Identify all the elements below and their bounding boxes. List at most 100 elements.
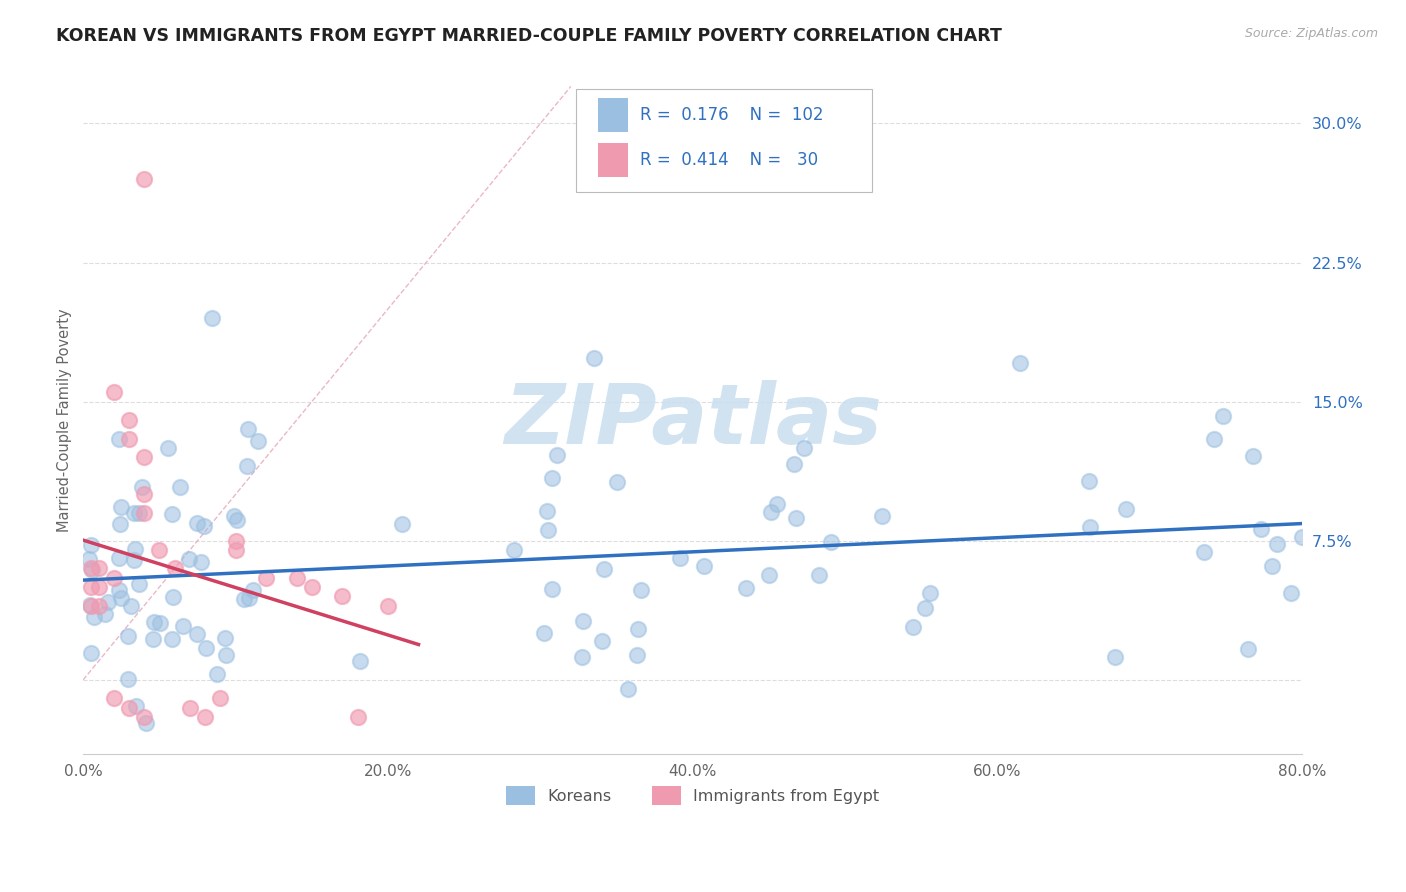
Point bbox=[214, 631, 236, 645]
Point bbox=[108, 432, 131, 446]
Point bbox=[225, 542, 247, 557]
Point bbox=[118, 700, 141, 714]
Point bbox=[766, 497, 789, 511]
Point bbox=[122, 552, 145, 566]
Point bbox=[134, 506, 156, 520]
Point bbox=[626, 648, 648, 663]
Point bbox=[193, 519, 215, 533]
Point bbox=[735, 581, 758, 595]
Point bbox=[591, 633, 613, 648]
Point bbox=[162, 590, 184, 604]
Point bbox=[793, 441, 815, 455]
Point bbox=[222, 508, 245, 523]
Point bbox=[128, 507, 150, 521]
Point bbox=[103, 385, 125, 400]
Point bbox=[807, 567, 830, 582]
Point bbox=[134, 487, 156, 501]
Point bbox=[820, 535, 842, 549]
Point bbox=[169, 480, 191, 494]
Point bbox=[87, 580, 110, 594]
Point bbox=[537, 523, 560, 537]
Point bbox=[1291, 530, 1313, 544]
Legend: Koreans, Immigrants from Egypt: Koreans, Immigrants from Egypt bbox=[498, 778, 887, 813]
Point bbox=[87, 599, 110, 613]
Point bbox=[177, 552, 200, 566]
Point bbox=[94, 607, 117, 622]
Point bbox=[669, 551, 692, 566]
Text: Source: ZipAtlas.com: Source: ZipAtlas.com bbox=[1244, 27, 1378, 40]
Point bbox=[172, 619, 194, 633]
Point bbox=[1078, 474, 1101, 488]
Point bbox=[783, 458, 806, 472]
Point bbox=[1080, 520, 1102, 534]
Point bbox=[103, 571, 125, 585]
Point bbox=[758, 568, 780, 582]
Point bbox=[80, 599, 103, 613]
Point bbox=[115, 798, 138, 813]
Point bbox=[128, 577, 150, 591]
Point bbox=[330, 589, 353, 603]
Point bbox=[186, 516, 208, 531]
Point bbox=[1241, 449, 1264, 463]
Point bbox=[80, 561, 103, 575]
Point bbox=[201, 311, 224, 326]
Point bbox=[236, 459, 259, 474]
Point bbox=[232, 591, 254, 606]
Point bbox=[194, 710, 217, 724]
Point bbox=[1250, 522, 1272, 536]
Point bbox=[135, 716, 157, 731]
Text: ZIPatlas: ZIPatlas bbox=[503, 380, 882, 460]
Point bbox=[1260, 559, 1282, 574]
Point bbox=[1236, 641, 1258, 656]
Point bbox=[546, 448, 568, 462]
Point bbox=[582, 351, 605, 365]
Point bbox=[593, 562, 616, 576]
Point bbox=[134, 710, 156, 724]
Point bbox=[1279, 586, 1302, 600]
Point bbox=[209, 691, 232, 706]
Point bbox=[236, 422, 259, 436]
Point bbox=[785, 510, 807, 524]
Point bbox=[156, 441, 179, 455]
Point bbox=[693, 558, 716, 573]
Point bbox=[87, 561, 110, 575]
Point bbox=[617, 682, 640, 697]
Point bbox=[285, 571, 308, 585]
Point bbox=[1265, 537, 1288, 551]
Point bbox=[117, 672, 139, 686]
Point bbox=[110, 591, 132, 605]
Point bbox=[391, 517, 413, 532]
Point bbox=[1010, 356, 1032, 370]
Point bbox=[134, 172, 156, 186]
Point bbox=[254, 571, 277, 585]
Point bbox=[194, 641, 217, 656]
Point bbox=[148, 542, 170, 557]
Point bbox=[225, 533, 247, 548]
Point bbox=[143, 615, 166, 629]
Point bbox=[759, 505, 782, 519]
Point bbox=[122, 506, 145, 520]
Point bbox=[134, 450, 156, 465]
Point bbox=[190, 555, 212, 569]
Point bbox=[246, 434, 269, 448]
Point bbox=[606, 475, 628, 489]
Point bbox=[1115, 502, 1137, 516]
Point bbox=[870, 508, 893, 523]
Text: R =  0.176    N =  102: R = 0.176 N = 102 bbox=[640, 105, 824, 124]
Text: KOREAN VS IMMIGRANTS FROM EGYPT MARRIED-COUPLE FAMILY POVERTY CORRELATION CHART: KOREAN VS IMMIGRANTS FROM EGYPT MARRIED-… bbox=[56, 27, 1002, 45]
Point bbox=[77, 551, 100, 566]
Point bbox=[242, 582, 264, 597]
Point bbox=[540, 471, 562, 485]
Point bbox=[124, 541, 146, 556]
Point bbox=[238, 591, 260, 605]
Point bbox=[108, 550, 131, 565]
Point bbox=[110, 500, 132, 515]
Point bbox=[205, 667, 228, 681]
Point bbox=[83, 610, 105, 624]
Point bbox=[572, 614, 595, 628]
Point bbox=[503, 542, 526, 557]
Point bbox=[160, 508, 183, 522]
Point bbox=[108, 516, 131, 531]
Point bbox=[125, 699, 148, 714]
Point bbox=[540, 582, 562, 596]
